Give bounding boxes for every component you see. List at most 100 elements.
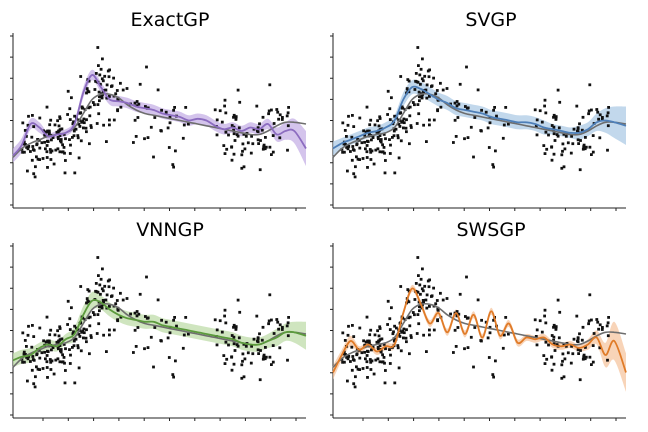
data-point bbox=[46, 140, 50, 143]
data-point bbox=[101, 57, 104, 61]
data-point bbox=[223, 104, 226, 108]
data-point bbox=[256, 138, 260, 142]
data-point bbox=[341, 331, 345, 335]
model-mean-line bbox=[12, 299, 307, 362]
data-point bbox=[45, 315, 49, 319]
model-mean-line bbox=[332, 287, 627, 373]
data-point bbox=[411, 311, 415, 314]
data-point bbox=[22, 140, 26, 144]
data-point bbox=[235, 133, 239, 136]
data-point bbox=[388, 152, 392, 155]
data-point bbox=[600, 328, 604, 331]
data-point bbox=[149, 335, 153, 339]
data-point bbox=[41, 157, 45, 160]
data-point bbox=[369, 360, 373, 364]
data-point bbox=[504, 316, 508, 319]
data-point bbox=[366, 350, 370, 353]
data-point bbox=[242, 165, 246, 169]
data-point bbox=[222, 354, 226, 357]
data-point bbox=[425, 140, 428, 143]
data-point bbox=[556, 298, 560, 302]
data-point bbox=[486, 336, 490, 340]
data-point bbox=[218, 109, 222, 113]
data-point bbox=[249, 361, 253, 365]
data-point bbox=[388, 107, 392, 111]
data-point bbox=[108, 278, 111, 282]
data-point bbox=[378, 325, 382, 329]
data-point bbox=[428, 118, 431, 122]
data-point bbox=[396, 346, 400, 350]
data-point bbox=[378, 360, 382, 364]
data-point bbox=[56, 147, 60, 151]
data-point bbox=[59, 350, 63, 354]
data-point bbox=[576, 138, 580, 142]
data-point bbox=[119, 291, 122, 295]
data-point bbox=[91, 101, 95, 104]
data-point bbox=[606, 148, 609, 152]
data-point bbox=[543, 308, 547, 312]
data-point bbox=[600, 118, 604, 121]
data-point bbox=[365, 315, 369, 319]
data-point bbox=[135, 314, 139, 318]
panel-svgp: SVGP bbox=[330, 9, 627, 211]
data-point bbox=[427, 285, 431, 289]
data-point bbox=[184, 316, 188, 319]
data-point bbox=[32, 172, 36, 176]
data-point bbox=[234, 328, 238, 331]
data-point bbox=[257, 142, 260, 145]
data-point bbox=[74, 127, 78, 131]
data-point bbox=[77, 122, 81, 126]
data-point bbox=[22, 350, 26, 354]
data-point bbox=[413, 103, 416, 107]
data-point bbox=[285, 114, 289, 118]
data-point bbox=[69, 353, 72, 357]
data-point bbox=[267, 109, 271, 113]
data-point bbox=[561, 142, 565, 146]
data-point bbox=[350, 345, 354, 349]
data-point bbox=[134, 135, 138, 138]
data-point bbox=[365, 354, 369, 357]
data-point bbox=[62, 356, 66, 359]
data-point bbox=[129, 312, 132, 316]
data-point bbox=[552, 338, 555, 342]
data-point bbox=[374, 148, 378, 152]
data-point bbox=[552, 132, 556, 136]
data-point bbox=[160, 129, 163, 133]
data-point bbox=[424, 298, 428, 302]
data-point bbox=[606, 334, 610, 338]
data-point bbox=[262, 353, 266, 357]
data-point bbox=[394, 127, 398, 131]
data-point bbox=[388, 348, 391, 351]
data-point bbox=[62, 343, 66, 346]
data-point bbox=[386, 89, 390, 93]
data-point bbox=[262, 143, 266, 147]
data-point bbox=[432, 76, 435, 80]
data-point bbox=[187, 122, 190, 126]
data-point bbox=[352, 172, 356, 176]
data-point bbox=[416, 290, 420, 294]
data-point bbox=[491, 373, 495, 376]
data-point bbox=[398, 335, 402, 338]
data-point bbox=[32, 335, 36, 338]
data-point bbox=[105, 83, 109, 87]
data-point bbox=[554, 325, 558, 328]
data-point bbox=[380, 337, 384, 341]
data-point bbox=[271, 344, 275, 347]
data-point bbox=[534, 335, 538, 338]
data-point bbox=[487, 356, 491, 359]
data-point bbox=[241, 142, 245, 146]
data-point bbox=[411, 101, 415, 104]
data-point bbox=[85, 340, 88, 344]
data-point bbox=[27, 114, 30, 118]
data-point bbox=[50, 138, 53, 142]
data-point bbox=[234, 118, 238, 121]
data-point bbox=[544, 130, 548, 134]
data-point bbox=[71, 122, 75, 126]
data-point bbox=[382, 133, 386, 136]
data-point bbox=[361, 367, 365, 370]
data-point bbox=[145, 275, 148, 279]
data-point bbox=[397, 122, 401, 126]
data-point bbox=[476, 88, 480, 92]
data-point bbox=[381, 353, 384, 357]
data-point bbox=[168, 121, 172, 125]
